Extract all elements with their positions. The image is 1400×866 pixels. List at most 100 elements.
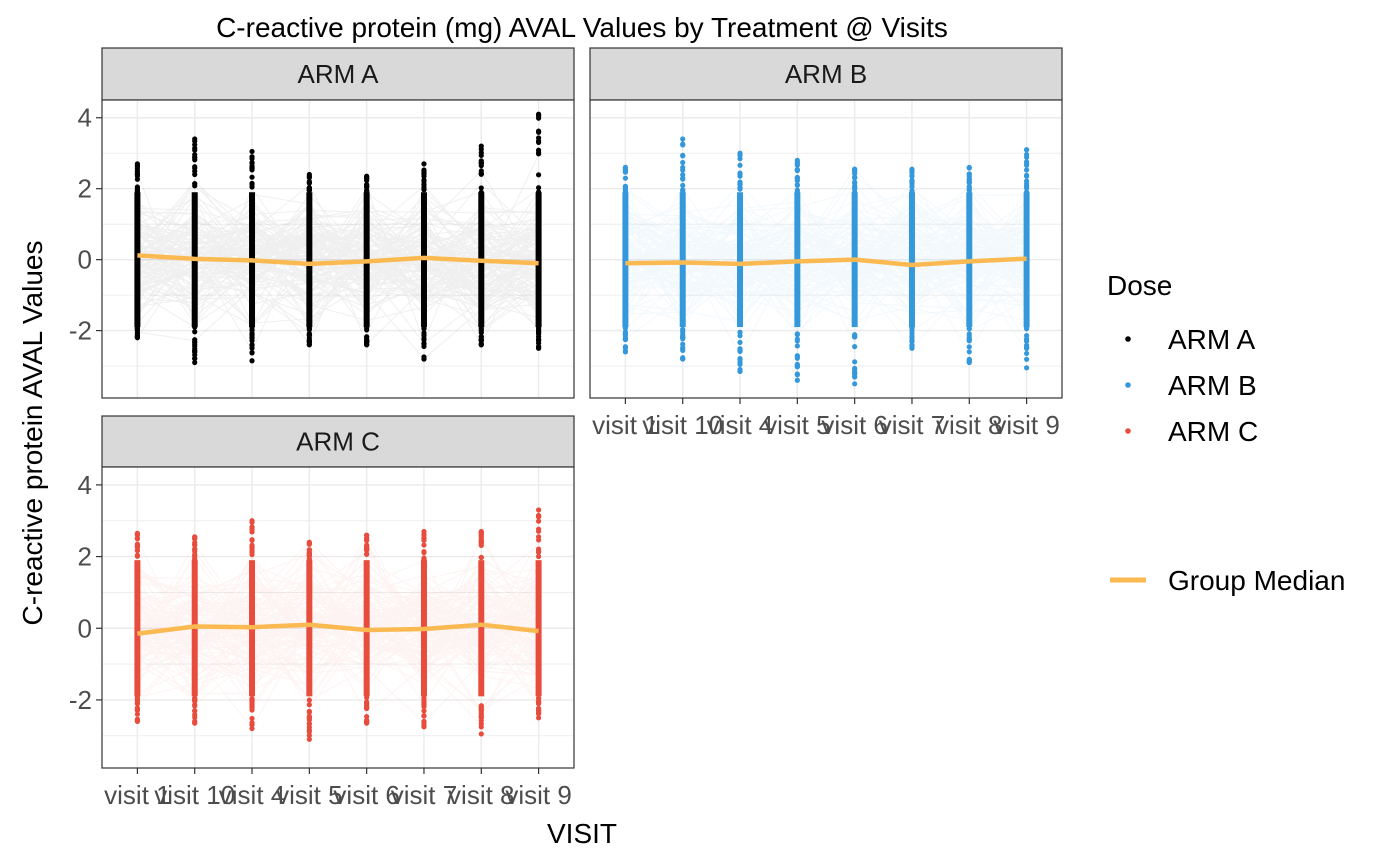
- facet-strip: [101, 47, 575, 101]
- subject-line: [137, 595, 539, 680]
- subject-line: [137, 580, 539, 657]
- y-axis: -2 0 2 4: [69, 103, 102, 346]
- subject-line: [137, 568, 539, 634]
- subject-trajectories: [136, 154, 540, 360]
- data-point: [134, 186, 140, 192]
- subject-line: [137, 221, 539, 308]
- data-point: [478, 731, 484, 737]
- subject-line: [625, 214, 1027, 325]
- data-point: [249, 174, 255, 180]
- data-point: [536, 326, 542, 332]
- subject-line: [137, 600, 539, 706]
- subject-line: [137, 569, 539, 667]
- subject-line: [137, 221, 539, 300]
- data-point: [249, 725, 255, 732]
- data-point: [421, 332, 427, 338]
- subject-line: [625, 222, 1028, 351]
- subject-line: [137, 549, 539, 724]
- subject-line: [137, 583, 539, 662]
- data-point: [680, 141, 686, 147]
- subject-line: [137, 561, 539, 628]
- subject-line: [137, 544, 539, 663]
- subject-line: [137, 206, 539, 316]
- subject-line: [137, 586, 539, 649]
- subject-line: [137, 238, 539, 345]
- subject-line: [625, 230, 1027, 350]
- subject-line: [137, 603, 539, 690]
- subject-line: [137, 557, 539, 712]
- data-point: [364, 699, 370, 705]
- data-point: [536, 518, 542, 524]
- subject-line: [137, 577, 539, 666]
- subject-line: [625, 213, 1027, 317]
- subject-line: [137, 238, 539, 335]
- subject-line: [625, 201, 1027, 315]
- subject-line: [137, 245, 539, 327]
- data-point: [192, 352, 198, 358]
- subject-line: [137, 222, 539, 325]
- subject-line: [137, 611, 539, 672]
- data-point: [536, 345, 542, 351]
- legend-title: Dose: [1107, 270, 1172, 301]
- subject-line: [137, 573, 539, 648]
- subject-line: [137, 180, 539, 281]
- subject-line: [624, 224, 1027, 345]
- subject-line: [137, 193, 539, 301]
- subject-line: [136, 221, 539, 318]
- subject-line: [137, 205, 539, 299]
- data-point: [364, 327, 370, 333]
- subject-line: [137, 594, 539, 655]
- x-tick-label: visit 5: [764, 410, 830, 440]
- subject-line: [137, 255, 539, 296]
- data-point: [421, 187, 427, 193]
- subject-line: [137, 541, 539, 669]
- data-point: [249, 698, 255, 704]
- facet-strip-label: ARM C: [296, 427, 380, 457]
- data-point: [680, 188, 686, 194]
- y-tick-label: 4: [78, 470, 92, 500]
- data-point: [134, 530, 140, 536]
- data-point: [249, 148, 255, 155]
- data-point: [737, 181, 743, 188]
- subject-line: [625, 240, 1027, 312]
- data-point: [852, 381, 858, 387]
- data-point: [536, 139, 542, 145]
- data-point: [852, 359, 858, 365]
- subject-line: [137, 247, 539, 342]
- data-point: [794, 377, 800, 383]
- data-point: [249, 715, 255, 722]
- data-point: [249, 518, 255, 524]
- subject-line: [137, 610, 539, 663]
- subject-line: [624, 219, 1027, 311]
- subject-line: [137, 573, 540, 666]
- subject-line: [137, 544, 539, 653]
- subject-line: [137, 594, 539, 663]
- data-point: [536, 128, 542, 134]
- panel-background: [590, 100, 1062, 398]
- data-point: [192, 337, 198, 343]
- subject-line: [625, 197, 1028, 282]
- subject-line: [137, 239, 539, 300]
- subject-line: [137, 605, 539, 678]
- data-point: [622, 349, 629, 355]
- data-point: [622, 325, 629, 331]
- data-point: [364, 704, 370, 710]
- subject-line: [137, 559, 540, 668]
- data-point: [421, 528, 427, 535]
- data-point: [794, 174, 800, 180]
- subject-line: [625, 215, 1027, 294]
- subject-line: [625, 215, 1027, 297]
- legend-entry-arm-b: ARM B: [1125, 370, 1257, 401]
- x-tick-label: visit 6: [333, 780, 399, 810]
- median-line: [137, 253, 539, 267]
- data-point: [249, 342, 255, 348]
- legend-key-dot: [1125, 336, 1131, 342]
- data-point: [622, 330, 629, 336]
- data-point: [192, 708, 198, 714]
- subject-line: [625, 220, 1028, 321]
- subject-line: [137, 248, 539, 328]
- subject-line: [625, 198, 1028, 319]
- data-point: [622, 345, 629, 351]
- subject-line: [137, 224, 539, 321]
- data-point: [852, 166, 858, 172]
